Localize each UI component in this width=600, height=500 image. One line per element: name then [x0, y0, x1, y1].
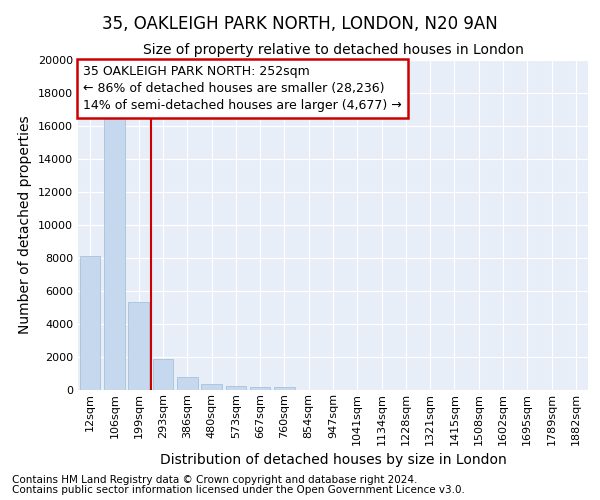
Bar	[201, 384, 222, 390]
Bar	[104, 118, 125, 390]
Bar	[128, 302, 149, 390]
Bar	[80, 256, 100, 390]
Text: Contains HM Land Registry data © Crown copyright and database right 2024.: Contains HM Land Registry data © Crown c…	[12, 475, 418, 485]
Bar	[177, 377, 197, 390]
Bar	[250, 386, 271, 390]
Title: Size of property relative to detached houses in London: Size of property relative to detached ho…	[143, 44, 523, 58]
Bar	[226, 386, 246, 390]
Text: 35 OAKLEIGH PARK NORTH: 252sqm
← 86% of detached houses are smaller (28,236)
14%: 35 OAKLEIGH PARK NORTH: 252sqm ← 86% of …	[83, 65, 402, 112]
Text: Contains public sector information licensed under the Open Government Licence v3: Contains public sector information licen…	[12, 485, 465, 495]
Bar	[274, 386, 295, 390]
Text: 35, OAKLEIGH PARK NORTH, LONDON, N20 9AN: 35, OAKLEIGH PARK NORTH, LONDON, N20 9AN	[102, 15, 498, 33]
Bar	[152, 360, 173, 390]
X-axis label: Distribution of detached houses by size in London: Distribution of detached houses by size …	[160, 453, 506, 467]
Y-axis label: Number of detached properties: Number of detached properties	[19, 116, 32, 334]
